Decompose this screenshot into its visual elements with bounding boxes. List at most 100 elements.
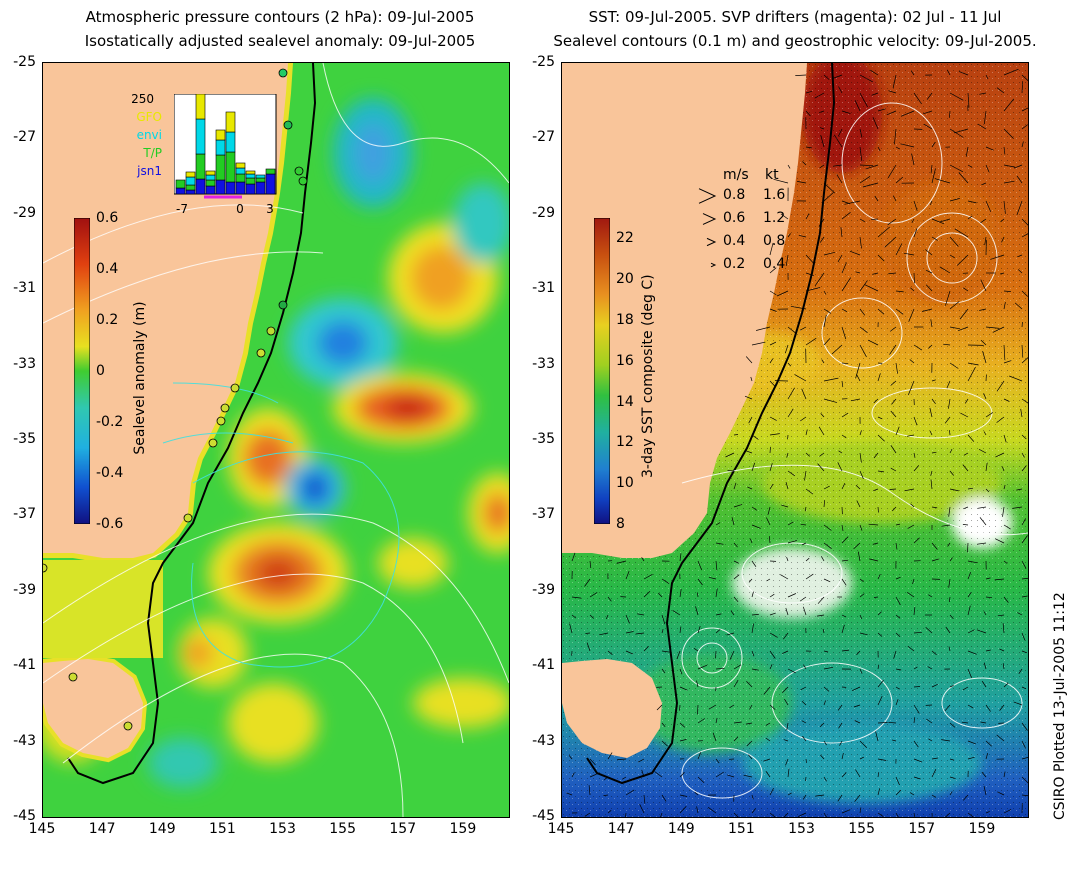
sealevel-colorbar-tick: -0.4 bbox=[96, 465, 124, 481]
left-y-tick: -31 bbox=[13, 280, 36, 297]
right-title-line1: SST: 09-Jul-2005. SVP drifters (magenta)… bbox=[588, 8, 1002, 26]
velocity-legend-header-ms: m/s bbox=[723, 167, 749, 183]
inset-bar-8-envi bbox=[255, 174, 266, 179]
inset-bar-4-envi bbox=[215, 139, 226, 156]
left-y-tick: -45 bbox=[13, 808, 36, 824]
inset-mission-envi: envi bbox=[136, 128, 162, 142]
inset-bar-5-envi bbox=[225, 131, 236, 153]
inset-bar-1-tp bbox=[185, 184, 196, 191]
left-title-line2: Isostatically adjusted sealevel anomaly:… bbox=[84, 32, 476, 50]
right-x-tick: 153 bbox=[788, 821, 815, 837]
velocity-legend-ms: 0.2 bbox=[723, 256, 746, 272]
sealevel-colorbar bbox=[74, 218, 90, 524]
left-y-tick: -43 bbox=[13, 732, 36, 749]
right-y-tick: -35 bbox=[532, 431, 555, 447]
left-x-tick: 157 bbox=[389, 821, 417, 837]
velocity-legend-ms: 0.4 bbox=[723, 233, 746, 249]
inset-bar-3-envi bbox=[205, 174, 216, 181]
inset-bar-2-gfo bbox=[195, 94, 206, 120]
right-x-tick: 155 bbox=[848, 821, 875, 837]
right-x-tick: 145 bbox=[547, 821, 575, 837]
sst-map bbox=[561, 62, 1029, 818]
left-x-tick: 159 bbox=[449, 821, 477, 837]
velocity-legend-kt: 0.4 bbox=[763, 256, 786, 272]
left-x-tick: 145 bbox=[28, 821, 56, 837]
sealevel-colorbar-tick: -0.2 bbox=[96, 414, 124, 430]
credit-text: CSIRO Plotted 13-Jul-2005 11:12 bbox=[1052, 592, 1068, 820]
inset-bar-6-jsn1 bbox=[235, 181, 246, 195]
right-y-tick: -37 bbox=[532, 506, 555, 523]
right-y-tick: -27 bbox=[532, 129, 555, 146]
left-title-line1: Atmospheric pressure contours (2 hPa): 0… bbox=[85, 8, 475, 26]
sst-colorbar-tick: 20 bbox=[616, 271, 634, 288]
inset-bar-6-tp bbox=[235, 173, 246, 183]
velocity-legend: m/s kt 0.8 1.6 0.6 1.2 0.4 0.8 0.2 0.4 bbox=[695, 168, 795, 278]
inset-bar-6-gfo bbox=[235, 162, 246, 169]
sealevel-colorbar-label: Sealevel anomaly (m) bbox=[132, 301, 148, 455]
right-x-tick: 151 bbox=[728, 821, 755, 837]
velocity-legend-kt: 0.8 bbox=[763, 233, 786, 249]
inset-count-label: 250 bbox=[131, 92, 154, 106]
left-y-tick: -27 bbox=[13, 129, 36, 146]
left-y-tick: -29 bbox=[13, 204, 36, 221]
inset-bar-2-tp bbox=[195, 153, 206, 180]
velocity-legend-header-kt: kt bbox=[765, 167, 779, 183]
right-x-tick: 147 bbox=[607, 821, 635, 837]
left-y-tick: -39 bbox=[13, 581, 36, 598]
inset-bar-5-jsn1 bbox=[225, 181, 236, 195]
right-x-tick: 157 bbox=[908, 821, 936, 837]
inset-bar-8-tp bbox=[255, 177, 266, 183]
right-y-tick: -45 bbox=[532, 808, 555, 824]
sst-colorbar-tick: 14 bbox=[616, 393, 634, 410]
altimeter-inset: 250 GFO envi T/P jsn1 -7 0 3 bbox=[110, 90, 280, 220]
left-y-tick: -33 bbox=[13, 355, 36, 372]
sst-colorbar-label: 3-day SST composite (deg C) bbox=[640, 274, 656, 478]
inset-bar-1-gfo bbox=[185, 171, 196, 178]
right-x-tick: 149 bbox=[667, 821, 695, 837]
sst-colorbar-tick: 22 bbox=[616, 230, 634, 247]
left-x-tick: 153 bbox=[269, 821, 296, 837]
velocity-legend-arrow bbox=[710, 262, 717, 268]
right-y-tick: -29 bbox=[532, 204, 555, 221]
inset-bar-9-jsn1 bbox=[265, 173, 276, 195]
inset-mission-jsn1: jsn1 bbox=[137, 164, 162, 178]
right-y-tick: -39 bbox=[532, 581, 555, 598]
sst-colorbar bbox=[594, 218, 610, 524]
sealevel-colorbar-tick: -0.6 bbox=[96, 516, 124, 532]
inset-bar-0-tp bbox=[175, 179, 186, 189]
inset-bar-6-envi bbox=[235, 167, 246, 175]
inset-mission-gfo: GFO bbox=[136, 110, 162, 124]
inset-bar-2-envi bbox=[195, 118, 206, 155]
right-y-tick: -31 bbox=[532, 280, 555, 297]
left-x-tick: 149 bbox=[148, 821, 176, 837]
velocity-legend-arrow bbox=[706, 237, 717, 247]
inset-bar-9-tp bbox=[265, 168, 276, 175]
inset-histogram-chart bbox=[174, 94, 277, 199]
velocity-legend-arrow bbox=[698, 188, 717, 204]
inset-bar-2-jsn1 bbox=[195, 178, 206, 195]
inset-bar-3-jsn1 bbox=[205, 185, 216, 195]
left-x-tick: 147 bbox=[88, 821, 116, 837]
left-y-tick: -35 bbox=[13, 431, 36, 447]
sst-colorbar-tick: 12 bbox=[616, 434, 634, 451]
velocity-legend-kt: 1.2 bbox=[763, 210, 786, 226]
inset-bar-8-jsn1 bbox=[255, 181, 266, 195]
inset-bar-0-jsn1 bbox=[175, 187, 186, 195]
sst-colorbar-tick: 8 bbox=[616, 516, 625, 532]
left-y-tick: -37 bbox=[13, 506, 36, 523]
inset-x-tick: 3 bbox=[266, 202, 274, 216]
left-x-tick: 151 bbox=[209, 821, 236, 837]
left-y-tick: -41 bbox=[13, 657, 36, 674]
inset-bar-4-tp bbox=[215, 154, 226, 181]
inset-bar-4-gfo bbox=[215, 129, 226, 141]
inset-bar-7-tp bbox=[245, 177, 256, 185]
sealevel-colorbar-tick: 0 bbox=[96, 363, 105, 379]
sst-colorbar-tick: 10 bbox=[616, 475, 634, 492]
inset-bar-1-envi bbox=[185, 176, 196, 186]
inset-x-tick: -7 bbox=[176, 202, 188, 216]
right-y-tick: -33 bbox=[532, 355, 555, 372]
sealevel-colorbar-tick: 0.6 bbox=[96, 210, 119, 226]
inset-bar-5-tp bbox=[225, 151, 236, 183]
inset-bar-7-gfo bbox=[245, 170, 256, 175]
velocity-legend-arrow bbox=[702, 213, 717, 225]
